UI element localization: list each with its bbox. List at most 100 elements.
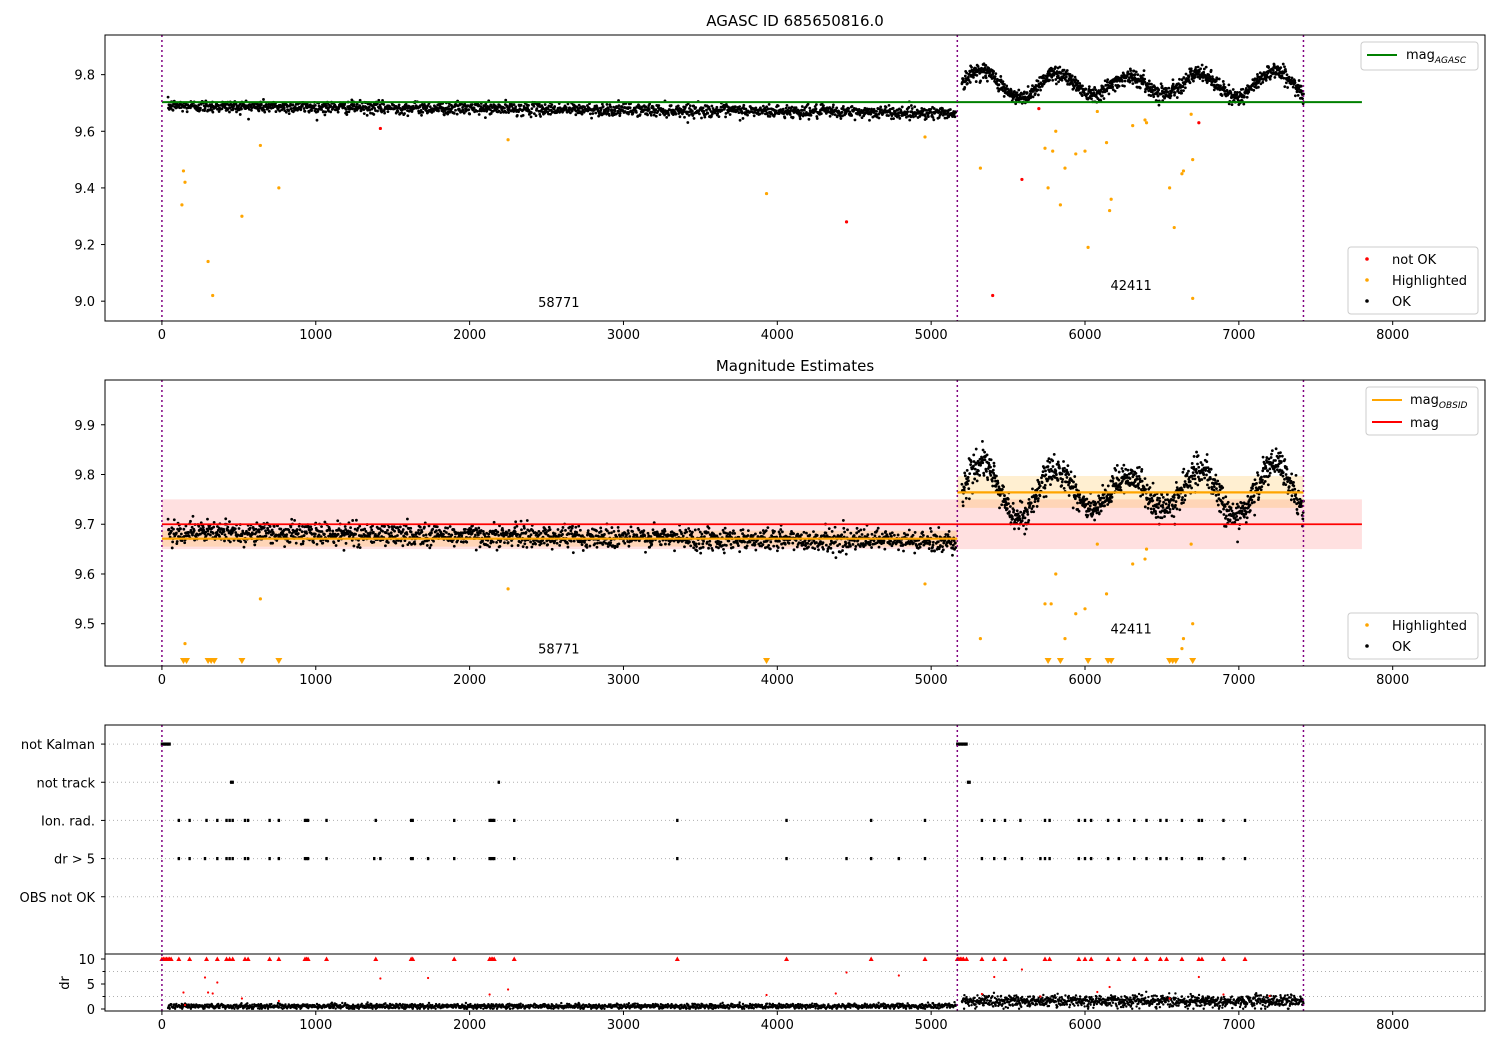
ok-point: [574, 525, 578, 529]
ok-point: [1291, 85, 1295, 89]
ok-point: [783, 542, 787, 546]
ok-point: [963, 86, 967, 89]
highlighted-point: [1191, 296, 1195, 300]
ok-point: [530, 107, 534, 111]
ok-point: [906, 110, 910, 114]
ok-point: [1200, 63, 1204, 67]
ok-point: [523, 542, 527, 546]
ok-point: [853, 547, 857, 551]
ok-point: [468, 112, 472, 116]
ok-point: [189, 519, 192, 523]
ok-point: [435, 529, 438, 533]
ok-point: [1171, 78, 1175, 82]
ok-point: [420, 530, 424, 534]
ok-point: [483, 116, 487, 119]
ok-point: [605, 103, 609, 106]
ok-point: [315, 118, 319, 122]
ok-point: [627, 112, 630, 116]
ok-point: [849, 531, 853, 535]
ok-point: [515, 524, 519, 528]
ok-point: [537, 109, 541, 113]
ok-point: [644, 105, 648, 109]
highlighted-point: [764, 191, 769, 196]
ok-point: [610, 526, 614, 529]
ok-point: [702, 109, 706, 113]
ok-point: [761, 111, 764, 115]
ok-point: [406, 114, 410, 118]
ok-point: [542, 541, 546, 545]
ok-point: [880, 532, 884, 536]
ok-point: [1204, 65, 1208, 69]
ok-point: [538, 112, 542, 116]
ok-point: [909, 104, 913, 107]
ok-point: [326, 539, 330, 543]
highlighted-point: [211, 293, 215, 298]
ok-point: [446, 112, 450, 116]
ok-point: [1123, 84, 1126, 88]
ok-point: [167, 527, 171, 531]
ok-point: [1134, 70, 1138, 74]
ok-point: [313, 104, 317, 107]
ok-point: [425, 544, 429, 547]
ok-point: [628, 106, 632, 110]
ok-point: [284, 110, 288, 114]
ok-point: [748, 540, 752, 544]
ok-point: [550, 103, 554, 107]
ok-point: [421, 110, 425, 114]
ok-point: [976, 65, 980, 68]
ok-point: [700, 116, 703, 120]
ok-point: [647, 108, 651, 111]
ok-point: [1281, 62, 1285, 66]
ok-point: [172, 527, 175, 531]
ok-point: [354, 518, 358, 522]
ok-point: [537, 102, 541, 106]
ok-point: [951, 553, 954, 557]
ok-point: [181, 109, 184, 113]
ok-point: [171, 540, 175, 544]
ok-point: [516, 544, 520, 547]
not-ok-point: [378, 126, 382, 131]
ok-point: [166, 517, 170, 521]
ok-point: [561, 533, 564, 536]
ok-point: [694, 106, 698, 109]
ok-point: [324, 110, 328, 114]
ok-point: [935, 534, 939, 538]
ok-point: [357, 543, 361, 547]
ok-point: [648, 102, 652, 106]
ok-point: [972, 75, 975, 79]
ok-point: [800, 533, 803, 537]
agasc-id-title: AGASC ID 685650816.0: [706, 12, 884, 30]
ok-point: [970, 65, 973, 69]
obsid-label: 42411: [1110, 279, 1151, 294]
ok-point: [728, 113, 732, 116]
ok-point: [754, 106, 758, 110]
ok-point: [718, 532, 722, 536]
ok-point: [172, 518, 176, 522]
ok-point: [191, 533, 194, 537]
ok-point: [529, 540, 533, 544]
ok-point: [477, 113, 481, 116]
ok-point: [428, 105, 432, 109]
ok-point: [847, 107, 851, 110]
ok-point: [984, 76, 988, 80]
ok-point: [776, 104, 780, 108]
ok-point: [300, 530, 304, 534]
ok-point: [948, 108, 952, 111]
ok-point: [223, 539, 226, 543]
ok-point: [437, 109, 440, 113]
ok-point: [345, 113, 349, 117]
ok-point: [1133, 73, 1137, 76]
highlighted-point: [1109, 197, 1113, 201]
ok-point: [472, 107, 476, 110]
ok-point: [566, 545, 570, 549]
highlighted-point: [506, 138, 510, 142]
ok-point: [432, 539, 435, 543]
ok-point: [1193, 75, 1197, 79]
ok-point: [422, 534, 425, 537]
ok-point: [218, 535, 221, 538]
ok-point: [627, 544, 631, 548]
ok-point: [383, 524, 386, 528]
ok-point: [428, 546, 432, 550]
ok-point: [616, 109, 620, 113]
ok-point: [525, 545, 529, 549]
